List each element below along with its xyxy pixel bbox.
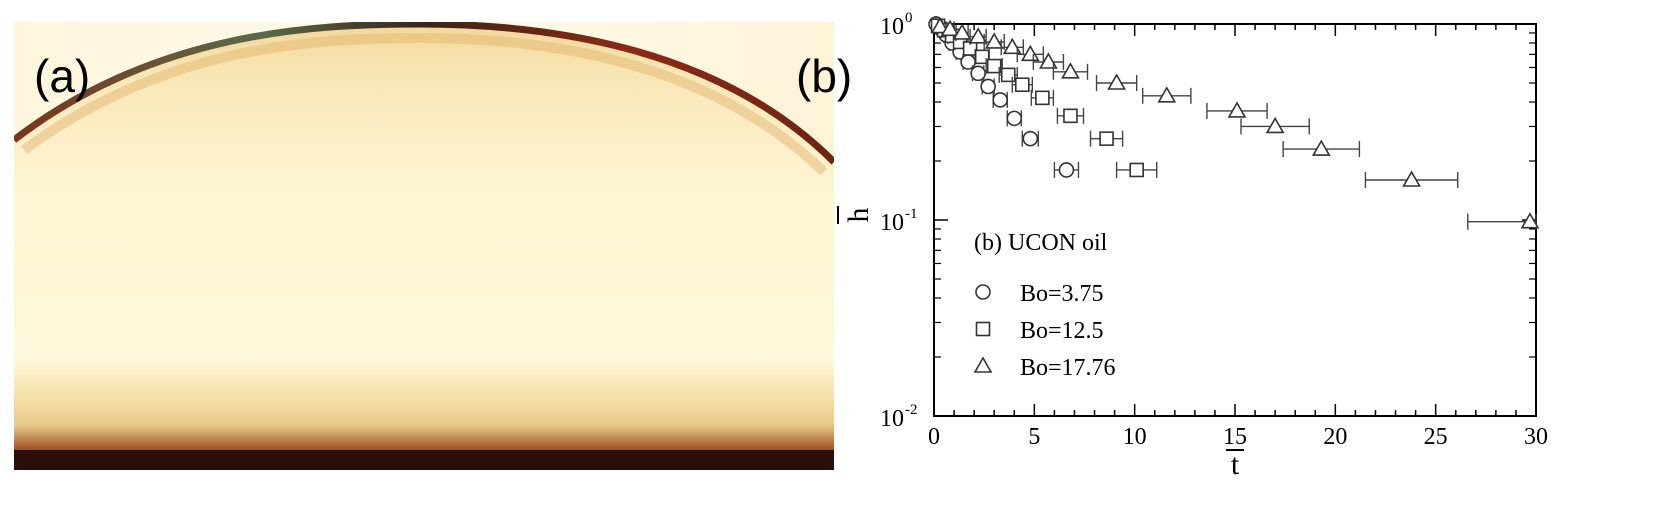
marker-triangle (1039, 52, 1058, 69)
legend-title: (b) UCON oil (974, 230, 1108, 256)
legend-entry: Bo=3.75 (1020, 281, 1104, 307)
x-tick-label: 5 (1028, 424, 1040, 450)
data-point (1021, 130, 1040, 147)
data-point (1467, 212, 1540, 230)
data-point (1282, 139, 1361, 158)
data-point (992, 91, 1009, 108)
data-point (930, 16, 950, 35)
x-tick-label: 0 (928, 424, 940, 450)
marker-triangle (1311, 139, 1331, 156)
data-point (1206, 101, 1268, 119)
marker-circle (992, 92, 1009, 108)
marker-square (1063, 108, 1078, 124)
data-point (1000, 37, 1024, 56)
marker-square (1014, 77, 1030, 93)
x-axis-label: t (1231, 448, 1240, 481)
x-tick-label: 30 (1524, 424, 1548, 450)
data-point (962, 40, 978, 57)
marker-square (986, 58, 1002, 74)
data-point (1052, 62, 1089, 80)
data-point (1011, 76, 1034, 93)
marker-circle (1006, 110, 1023, 127)
data-point (998, 66, 1018, 83)
data-point (1030, 89, 1055, 106)
data-point (1032, 52, 1065, 70)
y-tick-base: 10 (880, 406, 904, 432)
marker-triangle (940, 19, 960, 37)
data-point (970, 65, 986, 82)
data-point (1095, 73, 1138, 92)
x-tick-label: 25 (1424, 424, 1448, 450)
data-point (1006, 110, 1023, 127)
data-point (1240, 116, 1310, 135)
data-point (983, 32, 1005, 50)
drop-rim (14, 22, 834, 165)
legend-entry: Bo=12.5 (1020, 318, 1104, 344)
marker-triangle (1020, 44, 1040, 62)
legend-marker-circle (975, 284, 991, 300)
data-point (1053, 161, 1080, 178)
series-triangle (930, 16, 1540, 230)
legend-marker-square (975, 321, 991, 337)
data-point (1016, 44, 1045, 63)
marker-square (974, 49, 990, 65)
marker-triangle (968, 27, 988, 44)
series-square (930, 17, 1158, 178)
data-point (1089, 130, 1124, 147)
y-tick-exponent: -2 (905, 402, 918, 418)
y-tick-exponent: -1 (905, 206, 918, 222)
x-tick-label: 10 (1123, 424, 1147, 450)
marker-triangle (1520, 212, 1540, 229)
marker-square (1129, 162, 1144, 178)
marker-triangle (952, 23, 972, 40)
y-axis-label: h (842, 208, 875, 223)
marker-triangle (1157, 86, 1177, 103)
drop-base-shadow (14, 450, 834, 470)
y-tick-label: 10 -2 (880, 402, 918, 432)
marker-triangle (1265, 116, 1285, 134)
marker-circle (1058, 162, 1075, 178)
legend: (b) UCON oil Bo=3.75 Bo=12.5 Bo=17.76 (973, 230, 1116, 381)
data-point (952, 23, 972, 41)
y-tick-exponent: 0 (905, 10, 913, 26)
y-tick-base: 10 (880, 14, 904, 40)
marker-circle (970, 65, 986, 82)
legend-marker-triangle (973, 356, 993, 373)
legend-entry: Bo=17.76 (1020, 355, 1116, 381)
x-tick-label: 15 (1223, 424, 1247, 450)
y-tick-base: 10 (880, 210, 904, 236)
y-tick-label: 10 -1 (880, 206, 918, 236)
marker-triangle (1061, 62, 1080, 79)
marker-triangle (1002, 37, 1022, 55)
data-point (1056, 107, 1085, 124)
data-point (940, 19, 960, 38)
data-point (1364, 170, 1459, 188)
data-point (1141, 86, 1192, 104)
marker-triangle (1107, 73, 1126, 90)
marker-triangle (984, 32, 1004, 49)
marker-circle (1022, 130, 1039, 147)
marker-triangle (930, 16, 950, 34)
marker-square (1099, 131, 1114, 146)
marker-square (1000, 67, 1016, 83)
x-tick-label: 20 (1323, 424, 1347, 450)
marker-triangle (1402, 170, 1421, 187)
drop-body (14, 24, 834, 470)
marker-square (1035, 90, 1050, 106)
y-tick-label: 10 0 (880, 10, 913, 40)
marker-triangle (1227, 101, 1247, 118)
drop-photo (14, 22, 834, 470)
data-point (1115, 161, 1158, 178)
data-point (974, 48, 990, 65)
marker-circle (980, 78, 996, 95)
data-point (980, 78, 996, 95)
